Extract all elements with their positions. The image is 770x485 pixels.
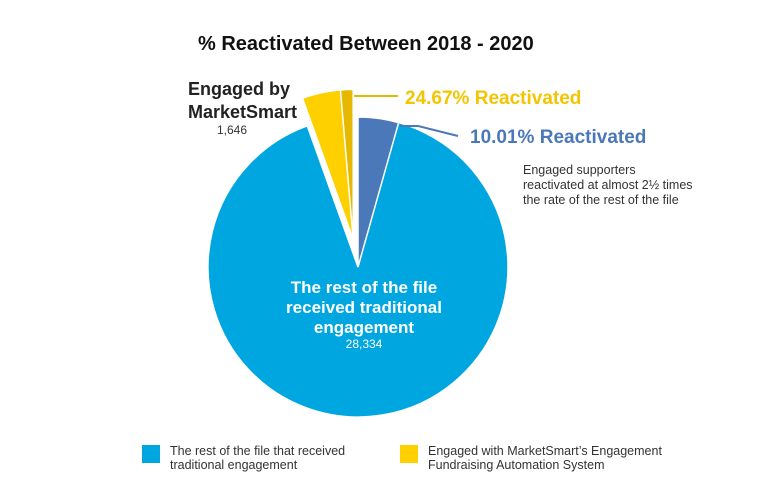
pie-slices xyxy=(207,88,509,418)
rest-count: 28,334 xyxy=(346,337,383,351)
legend-rest-line2: traditional engagement xyxy=(170,458,298,472)
engaged-count: 1,646 xyxy=(217,123,247,137)
legend-item-rest: The rest of the file that received tradi… xyxy=(142,444,420,472)
rest-label-line3: engagement xyxy=(314,318,414,337)
rest-label-line1: The rest of the file xyxy=(291,278,437,297)
note-line1: Engaged supporters xyxy=(523,163,636,177)
legend-item-engaged: Engaged with MarketSmart’s Engagement Fu… xyxy=(400,444,678,472)
engaged-label-line1: Engaged by xyxy=(188,79,290,99)
note-line3: the rate of the rest of the file xyxy=(523,193,679,207)
legend-swatch-engaged xyxy=(400,445,418,463)
legend-text-rest: The rest of the file that received tradi… xyxy=(170,444,420,472)
rest-label-line2: received traditional xyxy=(286,298,442,317)
note-line2: reactivated at almost 2½ times xyxy=(523,178,693,192)
chart-title: % Reactivated Between 2018 - 2020 xyxy=(198,33,534,55)
rest-reactivated-slice xyxy=(357,116,400,268)
rest-pct-label: 10.01% Reactivated xyxy=(470,127,646,148)
legend-rest-line1: The rest of the file that received xyxy=(170,444,346,458)
rest-slice xyxy=(207,116,509,418)
leader-lines xyxy=(354,95,459,137)
legend-text-engaged: Engaged with MarketSmart’s Engagement Fu… xyxy=(428,444,678,472)
engaged-label-line2: MarketSmart xyxy=(188,102,297,122)
engaged-pct-label: 24.67% Reactivated xyxy=(405,88,581,109)
engaged-reactivated-slice xyxy=(339,88,354,240)
rest-pct-leader xyxy=(400,125,459,137)
legend-engaged-line2: Fundraising Automation System xyxy=(428,458,605,472)
legend-swatch-rest xyxy=(142,445,160,463)
legend-engaged-line1: Engaged with MarketSmart’s Engagement xyxy=(428,444,662,458)
